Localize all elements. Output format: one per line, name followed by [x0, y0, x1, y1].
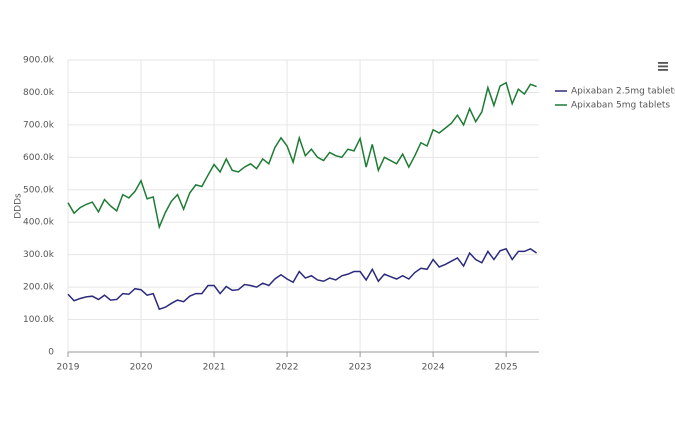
menu-bar — [658, 65, 668, 68]
y-tick-label: 800.0k — [23, 88, 55, 98]
series-line — [67, 247, 538, 311]
y-tick-label: 700.0k — [23, 120, 55, 130]
x-tick-label: 2022 — [276, 363, 299, 373]
y-tick-label: 500.0k — [23, 185, 55, 195]
y-tick-label: 0 — [48, 348, 54, 358]
x-tick-label: 2023 — [349, 363, 372, 373]
y-axis-title: DDDs — [14, 193, 24, 219]
series-line — [67, 81, 537, 230]
y-tick-label: 100.0k — [23, 315, 55, 325]
menu-bar — [658, 69, 668, 71]
y-tick-label: 200.0k — [23, 283, 55, 293]
y-tick-label: 400.0k — [23, 218, 55, 228]
menu-button[interactable] — [656, 59, 670, 73]
y-tick-label: 300.0k — [23, 250, 55, 260]
y-tick-label: 600.0k — [23, 153, 55, 163]
x-tick-label: 2020 — [130, 363, 153, 373]
x-tick-label: 2021 — [203, 363, 226, 373]
x-tick-label: 2025 — [495, 363, 518, 373]
menu-bar — [658, 62, 668, 64]
x-tick-label: 2019 — [57, 363, 80, 373]
y-tick-label: 900.0k — [23, 56, 55, 66]
legend-label: Apixaban 5mg tablets — [571, 101, 670, 111]
legend-label: Apixaban 2.5mg tablets — [571, 87, 675, 97]
x-tick-label: 2024 — [422, 363, 445, 373]
